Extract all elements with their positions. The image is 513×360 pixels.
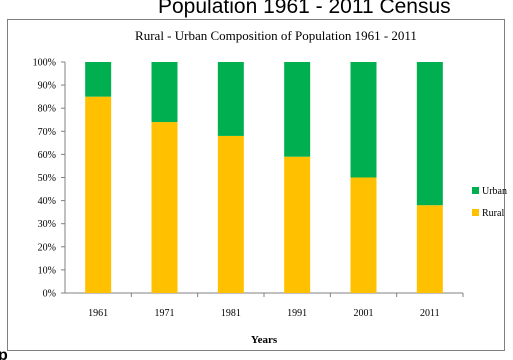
- legend-label-urban: Urban: [482, 186, 507, 197]
- bars: [85, 62, 443, 294]
- legend-swatch-rural: [472, 209, 479, 216]
- chart-title: Rural - Urban Composition of Population …: [135, 28, 417, 43]
- bar-urban-1971: [151, 62, 178, 123]
- y-tick-label: 40%: [38, 196, 56, 207]
- bar-rural-2001: [350, 177, 377, 293]
- y-tick-label: 70%: [38, 127, 56, 138]
- y-tick-label: 20%: [38, 242, 56, 253]
- legend: Urban Rural: [472, 186, 507, 219]
- legend-label-rural: Rural: [482, 208, 504, 219]
- y-tick-label: 90%: [38, 81, 56, 92]
- stray-text: p: [0, 347, 8, 360]
- x-tick-label: 2001: [354, 308, 374, 319]
- y-axis-ticks: 0% 10% 20% 30% 40% 50% 60% 70% 80% 90% 100%: [33, 58, 65, 300]
- y-tick-label: 0%: [43, 289, 56, 300]
- header-text: Population 1961 - 2011 Census: [158, 0, 451, 18]
- bar-urban-1991: [284, 62, 311, 157]
- bar-rural-2011: [416, 205, 443, 293]
- y-tick-label: 50%: [38, 173, 56, 184]
- bar-rural-1991: [284, 156, 311, 293]
- y-tick-label: 100%: [33, 58, 56, 69]
- bar-rural-1981: [217, 135, 244, 293]
- y-tick-label: 10%: [38, 265, 56, 276]
- y-tick-label: 30%: [38, 219, 56, 230]
- y-tick-label: 80%: [38, 104, 56, 115]
- y-tick-label: 60%: [38, 150, 56, 161]
- bar-urban-1961: [85, 62, 112, 97]
- x-tick-label: 1961: [88, 308, 108, 319]
- bar-urban-1981: [217, 62, 244, 136]
- x-tick-label: 1991: [287, 308, 307, 319]
- x-axis-label: Years: [251, 334, 278, 346]
- bar-rural-1961: [85, 96, 112, 294]
- x-axis-ticks: 1961 1971 1981 1991 2001 2011: [88, 293, 464, 319]
- x-tick-label: 1981: [221, 308, 241, 319]
- legend-swatch-urban: [472, 187, 479, 194]
- x-tick-label: 1971: [155, 308, 175, 319]
- bar-rural-1971: [151, 122, 178, 293]
- x-tick-label: 2011: [420, 308, 440, 319]
- bar-urban-2001: [350, 62, 377, 178]
- bar-urban-2011: [416, 62, 443, 206]
